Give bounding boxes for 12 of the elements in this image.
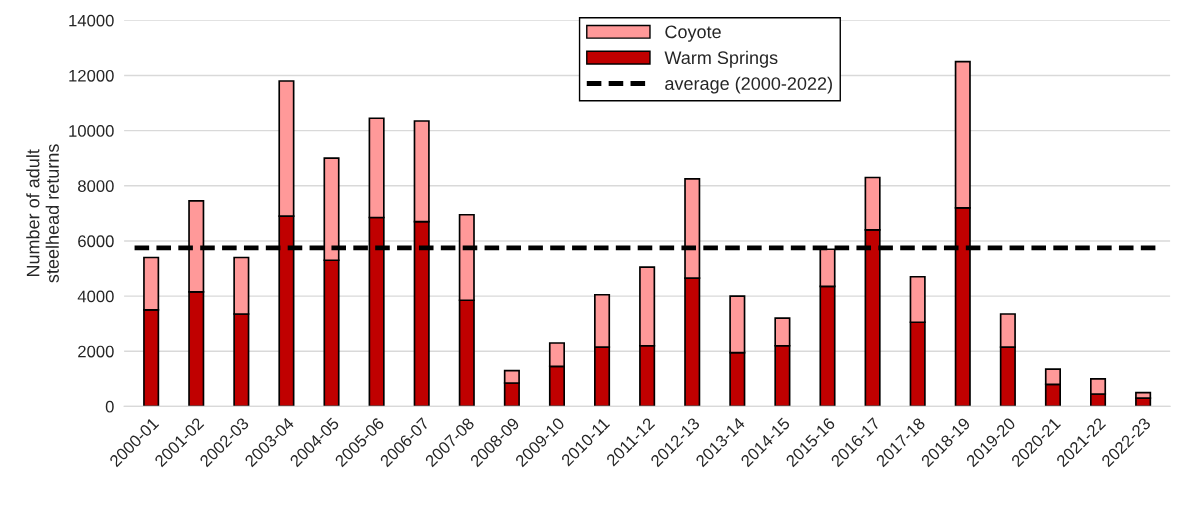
y-tick-label: 14000: [69, 14, 114, 27]
y-tick-label: 0: [105, 400, 114, 413]
y-tick-label: 6000: [78, 235, 114, 248]
y-tick-label: 10000: [69, 125, 114, 137]
y-tick-label: 2000: [78, 345, 114, 358]
legend-label: Coyote: [665, 25, 721, 42]
legend-label: average (2000-2022): [665, 76, 832, 94]
legend-label: Warm Springs: [664, 50, 778, 68]
y-axis-title: Number of adult steelhead returns: [26, 144, 59, 283]
y-tick-label: 8000: [78, 180, 114, 192]
y-tick-label: 12000: [69, 69, 114, 82]
y-tick-label: 4000: [77, 290, 114, 303]
